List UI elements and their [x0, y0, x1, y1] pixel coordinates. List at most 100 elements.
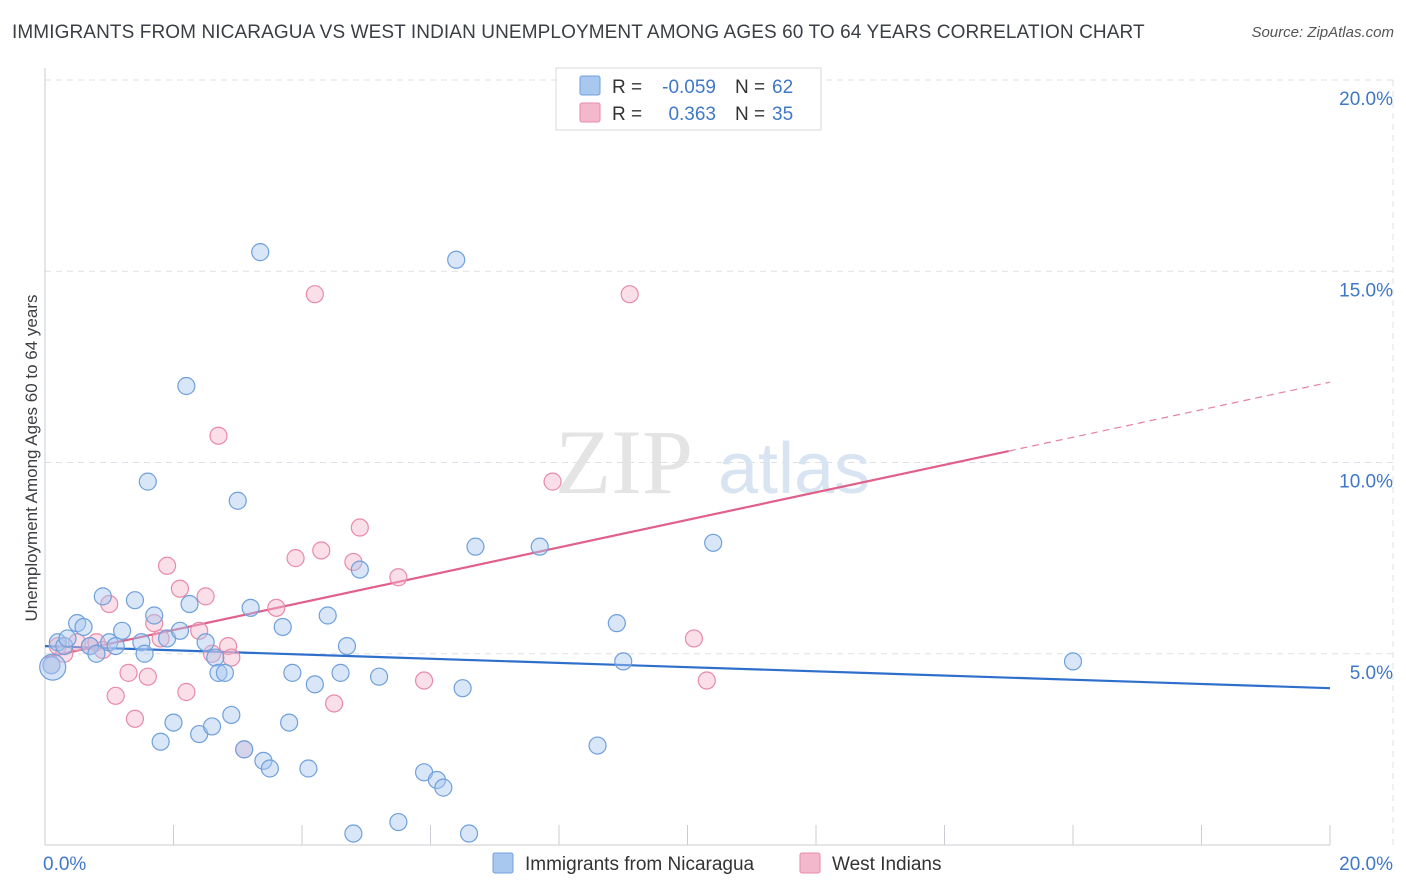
y-axis-label: Unemployment Among Ages 60 to 64 years [22, 295, 41, 622]
nicaragua-point [180, 594, 199, 614]
west-indians-point [697, 671, 716, 690]
nicaragua-point [196, 633, 215, 652]
nicaragua-point [209, 663, 228, 682]
nicaragua-point [215, 663, 234, 682]
bottom-legend-swatch-nicaragua [492, 852, 514, 874]
west-indians-point [196, 587, 215, 606]
nicaragua-point [588, 736, 607, 755]
nicaragua-point [251, 243, 270, 262]
legend-r-label-1: R = [612, 77, 642, 98]
y-tick-label: 10.0% [1339, 472, 1393, 493]
legend-r-value-1: -0.059 [662, 77, 716, 98]
nicaragua-point [138, 472, 157, 491]
nicaragua-point [170, 621, 190, 640]
y-tick-label: 15.0% [1339, 280, 1393, 301]
nicaragua-point [241, 598, 260, 617]
nicaragua-trend-line [44, 645, 1331, 690]
legend-swatch-nicaragua [579, 75, 601, 96]
west-indians-point [286, 549, 305, 568]
nicaragua-point [177, 376, 196, 396]
west-indians-point [325, 694, 344, 713]
nicaragua-point [350, 560, 369, 579]
nicaragua-point [135, 644, 154, 663]
west-indians-point [209, 426, 228, 445]
watermark-zip: ZIP [555, 411, 693, 513]
west-indians-point [312, 541, 331, 560]
legend-swatch-west-indians [579, 102, 601, 123]
nicaragua-point [273, 617, 292, 637]
nicaragua-point [370, 667, 389, 686]
west-indians-point [119, 663, 138, 682]
nicaragua-point [222, 705, 241, 725]
nicaragua-point [235, 740, 254, 759]
legend-r-value-2: 0.363 [668, 104, 716, 125]
nicaragua-point [331, 663, 350, 682]
nicaragua-point [112, 621, 132, 640]
legend-n-label-2: N = [735, 104, 765, 125]
west-indians-point [145, 614, 164, 633]
legend-n-value-2: 35 [772, 104, 793, 125]
series-legend: Immigrants from Nicaragua West Indians [492, 852, 941, 875]
nicaragua-point-large [39, 653, 67, 681]
source-credit: Source: ZipAtlas.com [1251, 24, 1394, 41]
west-indians-trend-extension [1008, 381, 1331, 452]
west-indians-point [620, 285, 639, 304]
nicaragua-point [434, 778, 453, 797]
west-indians-point [267, 598, 286, 617]
west-indians-point [170, 579, 190, 598]
nicaragua-point [206, 648, 225, 667]
nicaragua-point [125, 591, 145, 610]
watermark-atlas: atlas [718, 429, 870, 509]
west-indians-point [106, 686, 125, 705]
bottom-legend-label-nicaragua: Immigrants from Nicaragua [525, 854, 755, 875]
nicaragua-point [459, 824, 479, 843]
west-indians-point [350, 518, 369, 537]
legend-n-label-1: N = [735, 77, 765, 98]
nicaragua-point [228, 491, 247, 510]
west-indians-point [389, 568, 408, 587]
west-indians-point [151, 629, 170, 648]
nicaragua-point [453, 679, 472, 698]
nicaragua-point [164, 713, 183, 732]
nicaragua-point [106, 636, 125, 656]
west-indians-point [543, 472, 562, 491]
bottom-legend-swatch-west-indians [799, 852, 821, 874]
nicaragua-point [145, 606, 164, 625]
nicaragua-point [283, 663, 302, 682]
nicaragua-point [280, 713, 299, 732]
west-indians-trend-line [44, 449, 1009, 659]
legend-r-label-2: R = [612, 104, 642, 125]
nicaragua-point [704, 533, 723, 552]
nicaragua-point [447, 250, 466, 269]
x-tick-label: 20.0% [1339, 854, 1393, 875]
nicaragua-point [151, 732, 170, 751]
nicaragua-point [74, 617, 93, 637]
points-layer [39, 243, 1083, 843]
bottom-legend-label-west-indians: West Indians [832, 854, 941, 875]
chart-title: IMMIGRANTS FROM NICARAGUA VS WEST INDIAN… [12, 22, 1145, 43]
x-tick-label: 0.0% [43, 854, 86, 875]
nicaragua-point [260, 759, 279, 778]
nicaragua-point [58, 629, 77, 648]
nicaragua-point [299, 759, 318, 778]
nicaragua-point [202, 717, 222, 736]
nicaragua-point [1063, 652, 1083, 671]
nicaragua-point [132, 633, 151, 652]
nicaragua-point [530, 537, 549, 556]
nicaragua-point [318, 606, 337, 625]
west-indians-point [219, 636, 238, 656]
west-indians-point [414, 671, 434, 690]
stats-legend: R = -0.059 N = 62 R = 0.363 N = 35 [555, 67, 822, 131]
west-indians-point [177, 682, 196, 702]
west-indians-point [138, 667, 157, 686]
west-indians-point [125, 709, 145, 728]
watermark: ZIP atlas [555, 411, 870, 513]
legend-n-value-1: 62 [772, 77, 793, 98]
y-tick-label: 20.0% [1339, 89, 1393, 110]
west-indians-point [305, 285, 324, 304]
west-indians-point [190, 621, 209, 640]
nicaragua-point [344, 824, 363, 843]
nicaragua-point [614, 652, 633, 671]
nicaragua-point [337, 636, 357, 656]
